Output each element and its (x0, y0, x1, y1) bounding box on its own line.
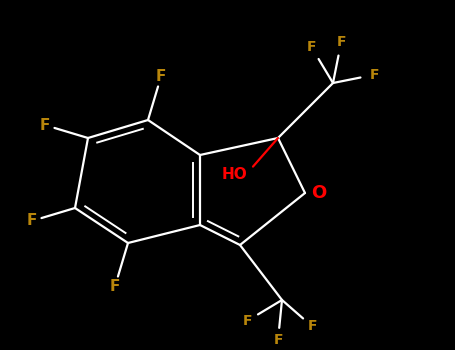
Text: F: F (243, 314, 253, 328)
Text: F: F (337, 35, 346, 49)
Text: F: F (27, 214, 37, 229)
Text: F: F (369, 68, 379, 82)
Text: F: F (307, 40, 316, 54)
Text: F: F (308, 319, 317, 333)
Text: F: F (156, 69, 166, 84)
Text: F: F (40, 118, 50, 133)
Text: O: O (311, 184, 327, 202)
Text: HO: HO (222, 167, 248, 182)
Text: F: F (273, 333, 283, 347)
Text: F: F (110, 279, 120, 294)
